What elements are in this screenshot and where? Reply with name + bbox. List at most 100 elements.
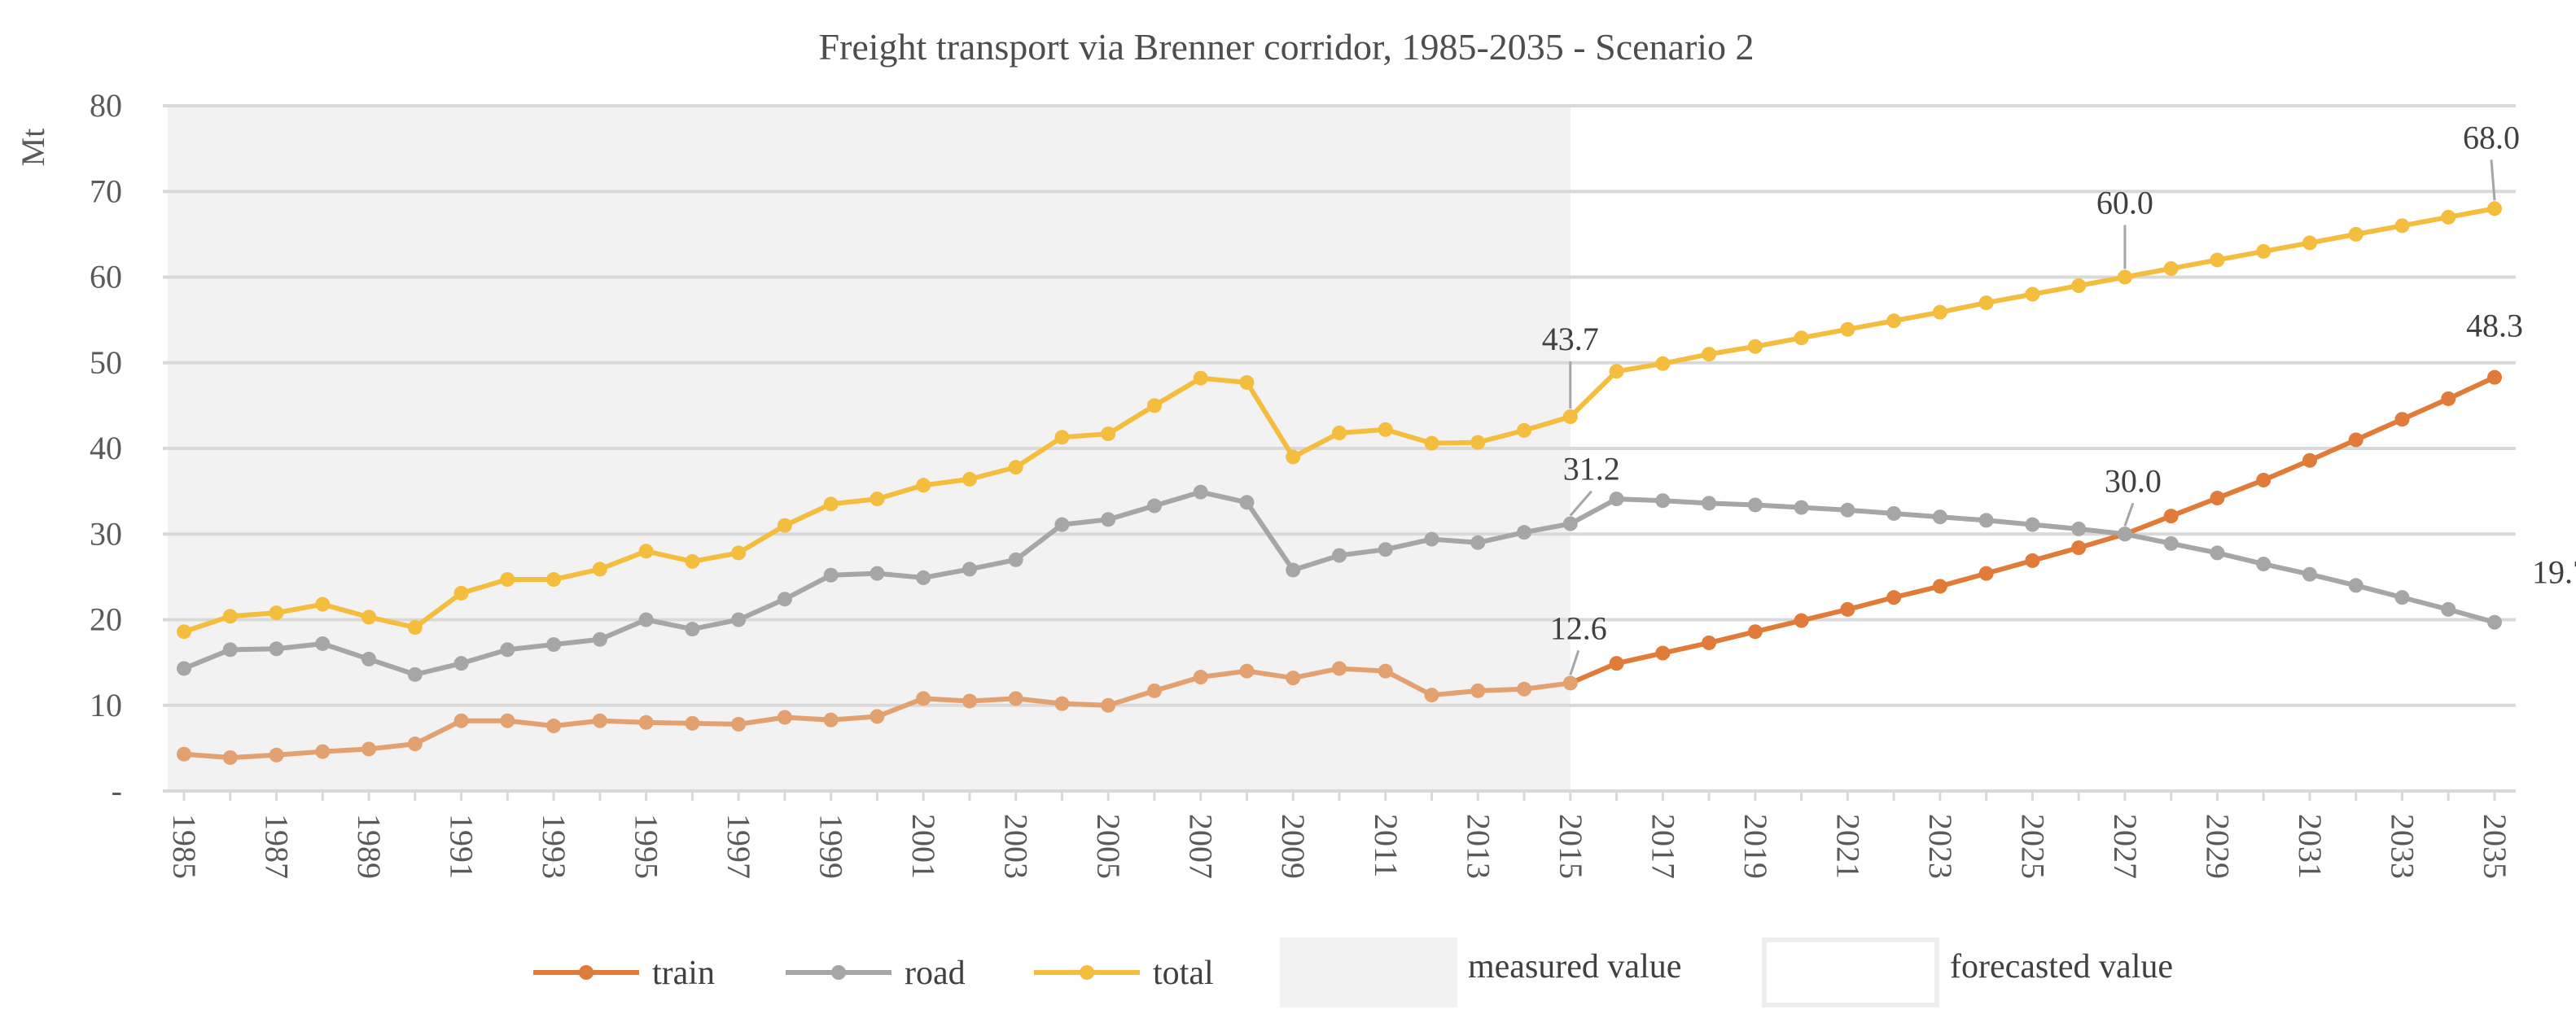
road-point: [2441, 601, 2456, 617]
train-point: [2256, 472, 2272, 487]
y-tick-label: 30: [90, 515, 122, 552]
road-line-segment: [366, 656, 418, 677]
total-point: [315, 597, 331, 612]
road-point: [1655, 493, 1671, 509]
train-line-segment: [1106, 688, 1157, 708]
road-point: [2302, 566, 2317, 582]
total-point: [1978, 295, 1994, 311]
total-line-segment: [2446, 206, 2497, 220]
legend-swatch-box: [1762, 937, 1939, 1007]
train-line-segment: [2168, 496, 2220, 519]
train-line-segment: [320, 746, 372, 754]
total-point: [1747, 339, 1763, 354]
total-point: [1286, 449, 1301, 465]
road-point: [1054, 517, 1070, 532]
road-point: [1239, 495, 1255, 510]
road-point: [500, 642, 515, 658]
data-label-leader: [1569, 490, 1592, 517]
train-line-segment: [1522, 680, 1573, 692]
total-point: [962, 471, 977, 487]
road-line-segment: [1337, 547, 1388, 558]
train-line-segment: [828, 714, 880, 723]
total-line-segment: [1198, 375, 1250, 385]
data-label-train-2035: 48.3: [2466, 308, 2523, 344]
total-line-segment: [551, 566, 602, 583]
train-line-segment: [505, 718, 557, 729]
train-line-segment: [1937, 570, 1989, 589]
total-line-segment: [1706, 343, 1758, 357]
train-point: [1378, 663, 1393, 679]
road-line-segment: [1845, 507, 1897, 516]
train-point: [592, 713, 607, 728]
road-point: [638, 612, 654, 627]
total-line-segment: [320, 601, 372, 620]
train-point: [453, 713, 469, 728]
train-line-segment: [1013, 696, 1065, 706]
total-point: [1054, 430, 1070, 445]
road-line-segment: [2122, 531, 2174, 546]
total-line-segment: [1382, 426, 1435, 446]
train-line-segment: [1891, 583, 1943, 601]
total-point: [1702, 347, 1717, 362]
road-line-segment: [1475, 530, 1527, 545]
x-tick-label: 1989: [351, 814, 388, 879]
train-point: [269, 747, 284, 763]
road-line-segment: [1106, 503, 1157, 522]
road-point: [2071, 521, 2087, 536]
data-labels: 43.7 60.0 68.0 31.2 19.7 12.6 30.0 48.3: [1542, 119, 2576, 675]
road-point: [2117, 527, 2132, 542]
road-line-segment: [2261, 562, 2312, 577]
train-line-segment: [366, 741, 418, 752]
total-point: [1378, 422, 1393, 437]
total-line-segment: [921, 476, 972, 488]
road-point: [1886, 505, 1902, 521]
train-point: [2441, 391, 2456, 406]
legend-label: road: [905, 955, 966, 992]
road-line-segment: [1429, 536, 1481, 545]
train-point: [777, 710, 792, 725]
road-point: [1378, 542, 1393, 557]
y-tick-label: 80: [90, 87, 122, 124]
train-point: [1239, 663, 1255, 679]
road-line-segment: [505, 642, 557, 653]
road-point: [546, 637, 562, 653]
legend-swatch-marker: [579, 965, 594, 980]
total-point: [1101, 426, 1116, 442]
road-point: [2163, 535, 2179, 551]
total-line-segment: [1059, 431, 1111, 440]
total-line-segment: [1522, 414, 1573, 433]
y-tick-label: 70: [90, 173, 122, 209]
train-point: [315, 744, 331, 759]
total-line-segment: [690, 550, 742, 564]
legend-swatch-box: [1280, 937, 1457, 1007]
road-line-segment: [2168, 540, 2220, 556]
road-point: [823, 567, 839, 583]
y-tick-label: 20: [90, 601, 122, 638]
total-line-segment: [1983, 291, 2035, 306]
road-line-segment: [1983, 518, 2035, 527]
road-point: [453, 656, 469, 671]
train-line-segment: [1382, 668, 1435, 698]
total-line-segment: [1013, 435, 1065, 470]
total-point: [407, 619, 423, 635]
train-point: [2071, 540, 2087, 556]
road-line-segment: [274, 640, 326, 652]
train-line-segment: [1660, 640, 1712, 656]
legend-item-train: train: [533, 955, 715, 992]
total-line-segment: [1660, 352, 1712, 366]
road-point: [177, 661, 191, 676]
x-tick-label: 2029: [2199, 814, 2236, 879]
total-line-segment: [2399, 214, 2451, 229]
road-point: [2210, 545, 2225, 561]
total-point: [870, 492, 885, 507]
total-line-segment: [643, 548, 695, 564]
road-point: [1794, 500, 1809, 515]
legend: train road total measured value forecasted v…: [533, 937, 2173, 1007]
data-label-leader: [2123, 502, 2135, 527]
total-point: [1470, 435, 1486, 450]
total-point: [2117, 269, 2132, 285]
train-line-segment: [1151, 675, 1203, 693]
train-point: [1008, 691, 1023, 706]
road-point: [269, 641, 284, 657]
train-point: [1655, 645, 1671, 661]
